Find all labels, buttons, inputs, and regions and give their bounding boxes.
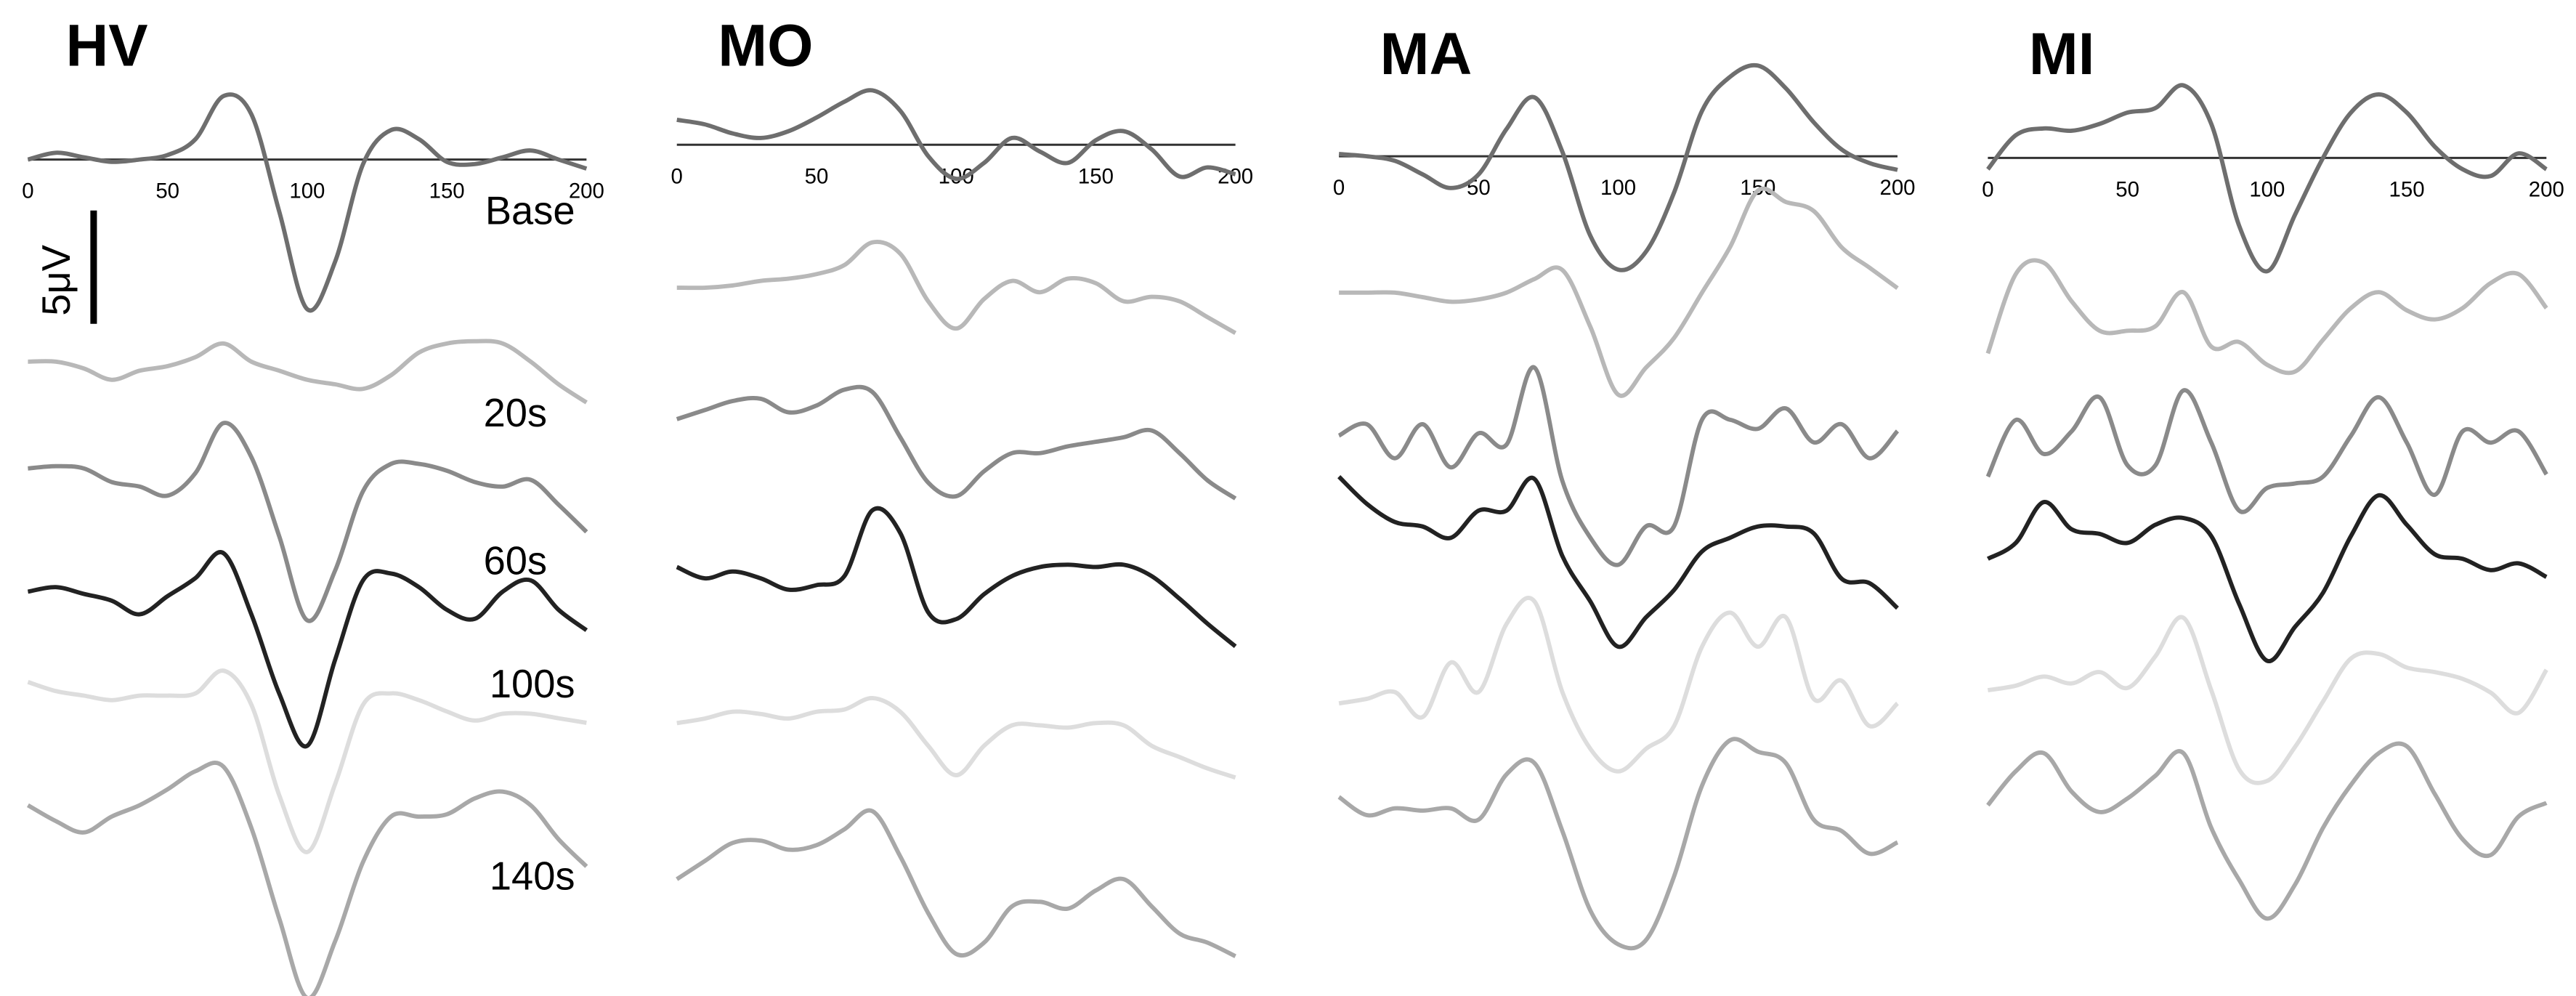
trace-label: 20s [484,391,548,435]
scale-bar-label: 5μV [34,245,78,316]
trace [676,88,1236,182]
x-tick-label: 50 [155,179,179,203]
x-tick-label: 150 [1740,176,1775,200]
trace-label: 60s [484,538,548,583]
trace [28,339,588,405]
x-tick-label: 100 [289,179,325,203]
panel: MA0 50 100 150 200 [1333,21,1916,951]
trace [26,761,588,996]
x-tick-label: 150 [1078,164,1114,188]
trace [1339,186,1899,398]
trace [676,808,1236,958]
x-tick-label: 100 [2249,177,2285,201]
trace [676,384,1237,501]
x-tick-label: 100 [1600,176,1636,200]
x-tick-label: 150 [2389,177,2425,201]
x-tick-label: 200 [569,179,604,203]
x-tick-label: 0 [1333,176,1345,200]
trace [28,421,588,623]
x-tick-label: 0 [22,179,33,203]
trace [676,240,1237,336]
panel-title: MA [1380,21,1473,87]
trace-label: 100s [490,662,575,706]
panel: MO0 50 100 150 200 [671,13,1253,958]
trace [1985,388,2548,514]
x-tick-label: 50 [805,164,829,188]
x-tick-label: 150 [429,179,465,203]
trace [1337,474,1900,649]
x-tick-label: 200 [1218,164,1253,188]
trace [1986,741,2548,921]
panel-title: HV [65,13,147,79]
trace [27,92,588,313]
trace-label: 140s [490,854,575,899]
trace [676,696,1236,780]
trace [1986,493,2548,663]
x-tick-label: 0 [1982,177,1993,201]
trace [1338,62,1898,272]
trace [676,506,1237,648]
panel-title: MI [2029,21,2094,87]
panel-title: MO [718,13,813,79]
trace-label: Base [485,189,575,233]
trace [27,668,587,854]
x-tick-label: 0 [671,164,683,188]
trace [1987,615,2548,785]
panel: MI 0 50 100 150 200 [1982,21,2564,921]
trace [1337,365,1900,567]
trace [1985,258,2548,376]
trace [1986,83,2548,274]
x-tick-label: 200 [1880,176,1916,200]
trace [1338,596,1900,774]
x-tick-label: 200 [2529,177,2564,201]
trace [1337,737,1899,951]
x-tick-label: 50 [2115,177,2139,201]
trace [27,550,588,749]
